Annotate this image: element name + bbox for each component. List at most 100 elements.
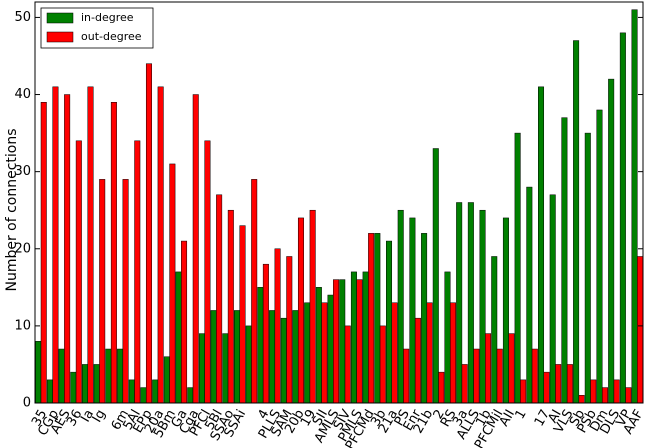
bar xyxy=(339,279,346,404)
bar xyxy=(152,379,159,404)
bar xyxy=(491,256,498,404)
bar xyxy=(379,325,386,404)
bar xyxy=(280,317,287,404)
bar xyxy=(461,364,468,404)
bar xyxy=(87,86,94,404)
bar xyxy=(391,302,398,404)
bar xyxy=(502,217,509,404)
x-tick-label: 3a xyxy=(450,407,471,429)
bar xyxy=(578,395,585,404)
bar xyxy=(631,9,638,404)
bar xyxy=(257,287,264,404)
bar xyxy=(192,94,199,404)
bar xyxy=(93,364,100,404)
bar xyxy=(386,240,393,404)
y-tick-label: 0 xyxy=(23,396,31,411)
x-tick-label: 1b xyxy=(473,407,494,429)
x-tick-label: SII xyxy=(310,407,331,428)
bar xyxy=(327,294,334,404)
bar xyxy=(163,356,170,404)
x-tick-label: Ig xyxy=(90,407,109,425)
bar xyxy=(566,364,573,404)
x-tick-label: 17 xyxy=(532,407,553,429)
bar xyxy=(479,209,486,404)
x-tick-label: RS xyxy=(438,407,460,429)
bar xyxy=(304,302,311,404)
bar xyxy=(82,364,89,404)
bar xyxy=(549,194,556,404)
bar xyxy=(538,86,545,404)
bar xyxy=(140,387,147,404)
x-tick-label: 3b xyxy=(368,407,389,429)
bar xyxy=(531,348,538,404)
bar xyxy=(543,371,550,404)
y-tick-label: 40 xyxy=(14,87,31,102)
bar xyxy=(368,233,375,404)
bar xyxy=(239,225,246,404)
bar xyxy=(321,302,328,404)
bar xyxy=(514,132,521,404)
bar xyxy=(198,333,205,404)
bar xyxy=(520,379,527,404)
bar xyxy=(590,379,597,404)
bar xyxy=(204,140,211,404)
bar xyxy=(245,325,252,404)
x-tick-label: 35 xyxy=(29,407,50,429)
bar xyxy=(181,240,188,404)
legend-label: out-degree xyxy=(81,30,142,43)
bar xyxy=(601,387,608,404)
bar xyxy=(157,86,164,404)
bar xyxy=(438,371,445,404)
bar xyxy=(227,209,234,404)
bar xyxy=(555,364,562,404)
bar xyxy=(409,217,416,404)
bar xyxy=(362,271,369,404)
bar xyxy=(485,333,492,404)
bar xyxy=(414,317,421,404)
bar xyxy=(251,179,258,404)
x-tick-label: PS xyxy=(392,407,413,428)
x-tick-label: AII xyxy=(497,407,518,429)
bar xyxy=(403,348,410,404)
bar xyxy=(216,194,223,404)
bar xyxy=(40,102,47,404)
bar xyxy=(35,341,42,404)
y-axis-label: Number of connections xyxy=(4,128,20,291)
bar xyxy=(262,263,269,404)
bar xyxy=(613,379,620,404)
bar xyxy=(619,32,626,404)
bar xyxy=(117,348,124,404)
bar xyxy=(573,40,580,404)
bar xyxy=(52,86,59,404)
bar xyxy=(58,348,65,404)
bar xyxy=(145,63,152,404)
bar xyxy=(274,248,281,404)
bar xyxy=(473,348,480,404)
x-tick-label: Sb xyxy=(567,407,588,429)
bar xyxy=(426,302,433,404)
bar xyxy=(344,325,351,404)
bar xyxy=(467,202,474,404)
bar xyxy=(292,310,299,404)
legend: in-degree out-degree xyxy=(40,7,154,49)
legend-swatch xyxy=(46,31,74,43)
bar xyxy=(421,233,428,404)
bar xyxy=(286,256,293,404)
plot-frame xyxy=(34,1,644,404)
bar xyxy=(297,217,304,404)
bar xyxy=(608,78,615,404)
bar xyxy=(269,310,276,404)
bar xyxy=(561,117,568,404)
legend-swatch xyxy=(46,12,74,24)
bar xyxy=(508,333,515,404)
bar xyxy=(187,387,194,404)
bar xyxy=(128,379,135,404)
bar xyxy=(70,371,77,404)
bar xyxy=(637,256,644,404)
legend-label: in-degree xyxy=(81,11,134,24)
bar xyxy=(315,287,322,404)
bar xyxy=(105,348,112,404)
x-tick-label: 1 xyxy=(513,407,530,422)
bar xyxy=(333,279,340,404)
